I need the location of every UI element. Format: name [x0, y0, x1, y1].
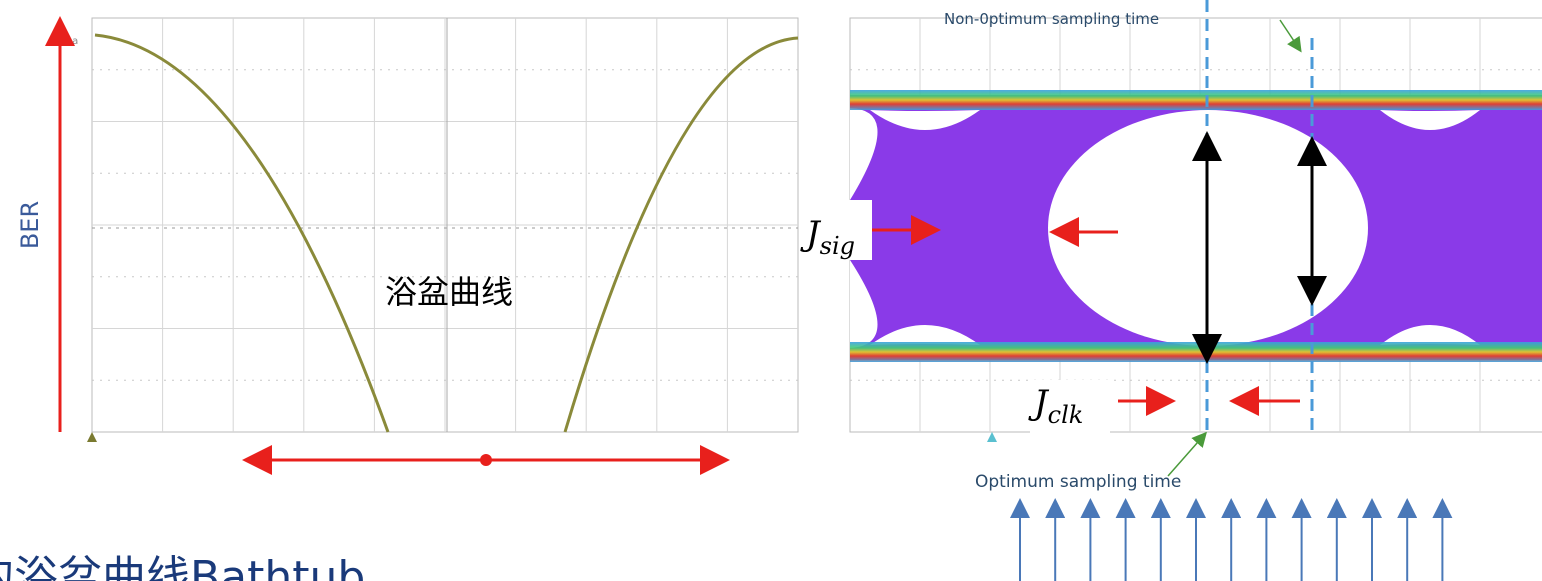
clock-arrows — [1020, 502, 1442, 581]
trigger-marker — [987, 432, 997, 442]
level-band — [850, 90, 1542, 110]
curve-label: 浴盆曲线 — [385, 273, 513, 311]
diagram: ea BER 浴盆曲线 Jsig Jclk — [0, 0, 1542, 581]
caption: 的浴盆曲线Bathtub — [0, 552, 365, 581]
trigger-marker — [87, 432, 97, 442]
bathtub-panel: ea BER 浴盆曲线 — [16, 18, 798, 466]
page: ea BER 浴盆曲线 Jsig Jclk — [0, 0, 1542, 581]
span-center — [480, 454, 492, 466]
y-axis-label: BER — [16, 201, 44, 249]
marker-label: ea — [66, 36, 78, 47]
jsig-sub: sig — [820, 232, 855, 260]
jclk-sub: clk — [1048, 401, 1084, 429]
non-optimum-label: Non-0ptimum sampling time — [944, 10, 1159, 28]
callout-arrow — [1168, 434, 1205, 476]
optimum-label: Optimum sampling time — [975, 472, 1181, 492]
level-band — [850, 342, 1542, 362]
